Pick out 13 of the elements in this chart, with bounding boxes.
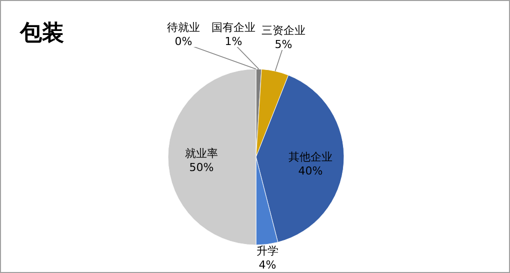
data-label: 5% <box>274 38 292 52</box>
slice-label: 三资企业 <box>261 24 306 38</box>
slice-label: 升学 <box>256 244 279 258</box>
slice-label: 就业率 <box>184 147 218 160</box>
data-label: 40% <box>298 164 323 178</box>
category-label: 待就业 <box>166 21 200 34</box>
data-label: 1% <box>224 35 242 48</box>
data-label: 50% <box>189 161 214 174</box>
slice-label: 国有企业 <box>211 21 256 34</box>
chart-title: 包装 <box>19 21 64 46</box>
data-label: 4% <box>258 258 276 272</box>
text: 0% <box>174 35 192 48</box>
slice-label: 其他企业 <box>288 150 332 164</box>
